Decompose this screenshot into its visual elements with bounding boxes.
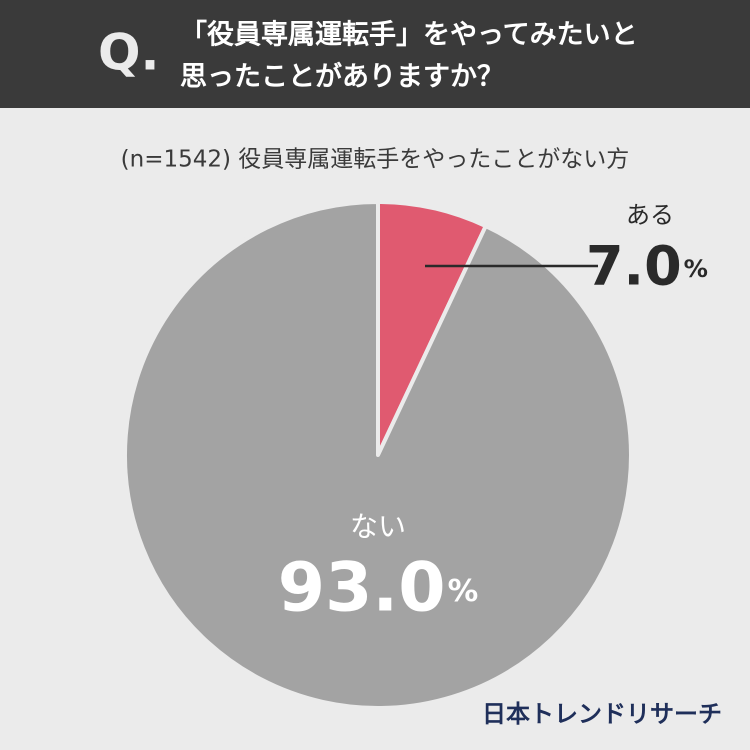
category-label: ある [626, 201, 674, 229]
source: 日本トレンドリサーチ [482, 700, 722, 728]
category-label: ない [350, 510, 406, 543]
header [0, 0, 750, 108]
title-line: 「役員専属運転手」をやってみたいと [180, 19, 638, 51]
subtitle: (n=1542) 役員専属運転手をやったことがない方 [121, 147, 630, 173]
title-line: 思ったことがありますか？ [180, 61, 504, 93]
pie-slice [123, 200, 633, 710]
title-prefix: Q. [98, 24, 160, 82]
value-label: 93.0% [278, 549, 478, 628]
pie [123, 200, 633, 710]
